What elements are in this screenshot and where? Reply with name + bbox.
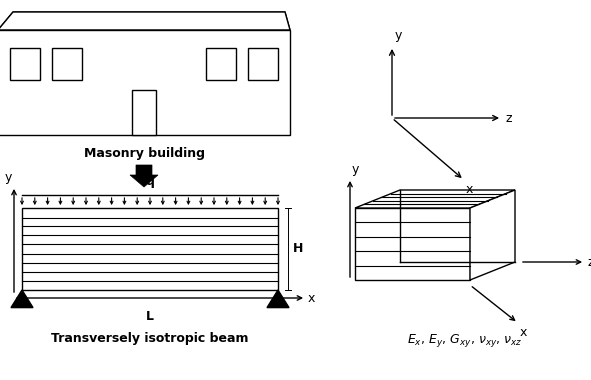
- Text: x: x: [520, 326, 527, 339]
- Text: $\mathit{E_x}$, $\mathit{E_y}$, $\mathit{G_{xy}}$, $\mathit{\nu_{xy}}$, $\mathit: $\mathit{E_x}$, $\mathit{E_y}$, $\mathit…: [407, 332, 523, 349]
- Text: x: x: [308, 291, 316, 304]
- Polygon shape: [355, 190, 515, 208]
- Bar: [248, 48, 278, 80]
- Text: z: z: [505, 111, 511, 125]
- Bar: [0, 30, 290, 135]
- Text: Transversely isotropic beam: Transversely isotropic beam: [51, 332, 249, 345]
- Bar: [22, 208, 278, 290]
- Text: H: H: [293, 242, 303, 255]
- Polygon shape: [470, 190, 515, 280]
- Polygon shape: [355, 208, 470, 280]
- Text: y: y: [395, 29, 402, 42]
- Bar: [206, 48, 236, 80]
- Text: y: y: [5, 171, 12, 184]
- Polygon shape: [267, 290, 289, 307]
- Text: y: y: [352, 163, 359, 176]
- Bar: [132, 90, 156, 135]
- Text: q: q: [145, 175, 154, 188]
- Polygon shape: [11, 290, 33, 307]
- Text: Masonry building: Masonry building: [83, 147, 204, 160]
- Polygon shape: [130, 165, 158, 187]
- Text: z: z: [588, 255, 591, 269]
- Bar: [52, 48, 82, 80]
- Text: L: L: [146, 310, 154, 323]
- Text: x: x: [466, 183, 473, 196]
- Bar: [10, 48, 40, 80]
- Polygon shape: [0, 12, 290, 30]
